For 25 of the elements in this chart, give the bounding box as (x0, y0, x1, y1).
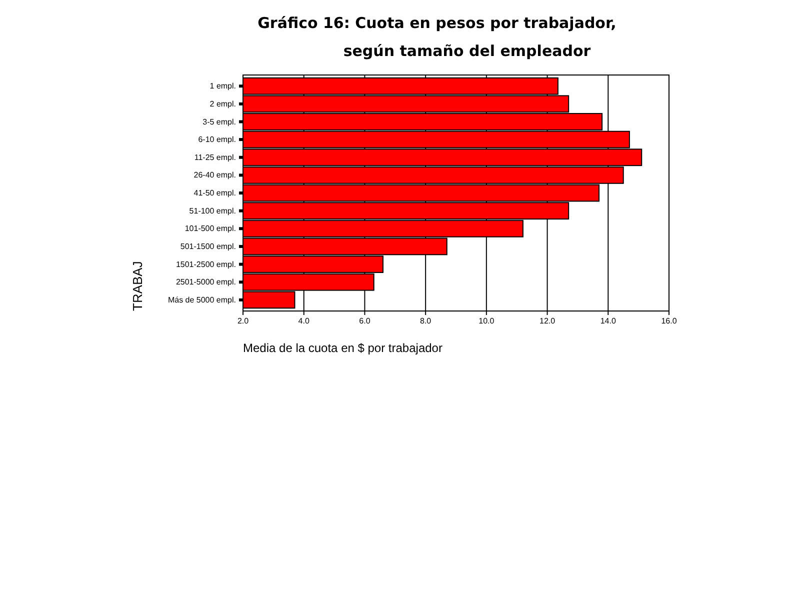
chart-title: Gráfico 16: Cuota en pesos por trabajador, (258, 14, 616, 32)
y-tick-label: Más de 5000 empl. (168, 295, 236, 304)
x-tick-label: 12.0 (539, 316, 556, 326)
y-tick-label: 101-500 empl. (184, 224, 236, 234)
y-tick-label: 2501-5000 empl. (176, 278, 236, 287)
y-tick-label: 6-10 empl. (198, 135, 236, 144)
y-tick-label: 11-25 empl. (194, 152, 236, 162)
y-tick-label: 1501-2500 empl. (176, 260, 236, 269)
x-tick-label: 8.0 (420, 316, 432, 326)
x-tick-label: 6.0 (359, 316, 371, 326)
y-tick-label: 2 empl. (210, 99, 236, 108)
x-tick-label: 16.0 (661, 316, 678, 326)
y-tick-label: 501-1500 empl. (180, 242, 236, 252)
y-tick-label: 41-50 empl. (194, 188, 236, 198)
x-tick-label: 4.0 (298, 316, 310, 326)
x-tick-label: 14.0 (600, 316, 616, 326)
x-tick-label: 2.0 (237, 316, 250, 326)
chart-subtitle: según tamaño del empleador (343, 42, 592, 60)
y-tick-label: 26-40 empl. (194, 170, 236, 180)
y-tick-label: 3-5 empl. (202, 117, 236, 126)
y-tick-label: 1 empl. (210, 82, 236, 91)
x-tick-label: 10.0 (478, 316, 495, 326)
x-axis-title: Media de la cuota en $ por trabajador (243, 341, 442, 355)
y-tick-label: 51-100 empl. (189, 206, 236, 216)
y-axis-title: TRABAJ (130, 261, 145, 311)
